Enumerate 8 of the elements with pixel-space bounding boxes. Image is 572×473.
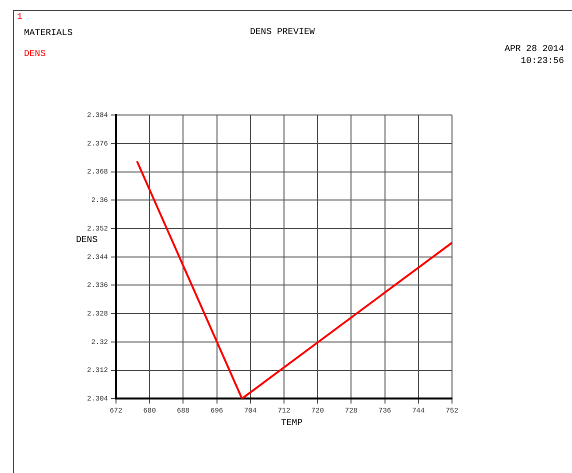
y-axis-title: DENS — [76, 235, 98, 245]
text: DENS — [24, 49, 46, 59]
text: APR 28 2014 — [504, 44, 564, 54]
text: MATERIALS — [24, 28, 73, 38]
text: 1 — [17, 12, 22, 22]
text: 10:23:56 — [520, 56, 564, 66]
chart-title: DENS PREVIEW — [250, 27, 315, 37]
x-axis-title: TEMP — [281, 418, 303, 428]
